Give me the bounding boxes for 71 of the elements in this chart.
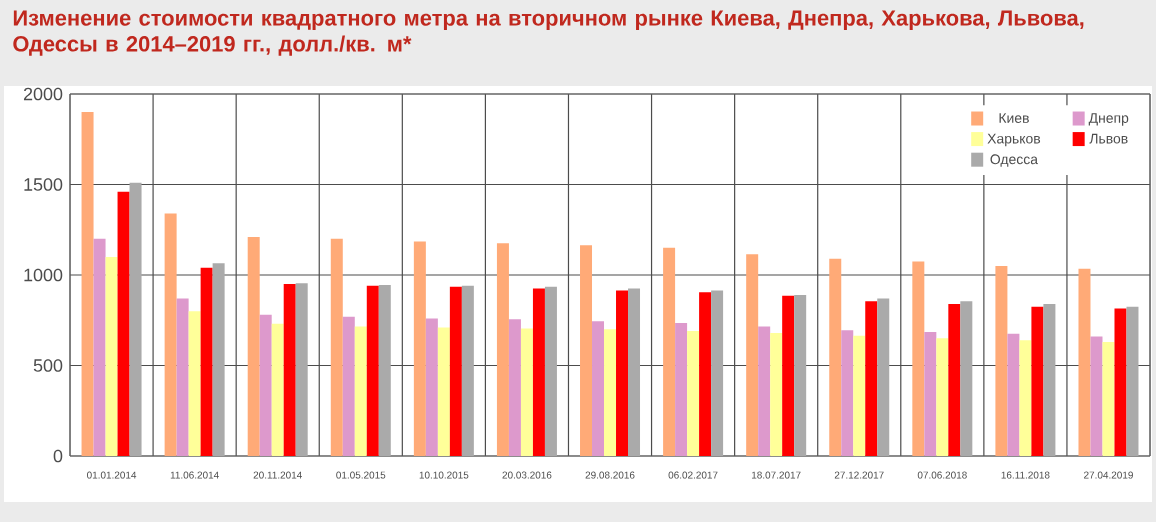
bar (853, 335, 866, 456)
bar (1114, 308, 1127, 456)
bar (105, 256, 118, 456)
bar (616, 290, 629, 456)
bar (93, 238, 106, 456)
bar (948, 303, 961, 456)
bar (283, 284, 296, 456)
bar (449, 286, 462, 456)
bar (592, 321, 605, 456)
bar (924, 332, 937, 456)
bar (117, 191, 130, 456)
bar (1090, 336, 1103, 456)
y-tick-label: 0 (53, 449, 63, 463)
bar (1102, 341, 1115, 456)
bar (496, 243, 509, 456)
bar (366, 285, 379, 456)
bar (532, 288, 545, 456)
bar (544, 286, 557, 456)
bar (746, 254, 759, 456)
bar (212, 263, 225, 456)
bar (580, 245, 593, 456)
y-tick-label: 1500 (24, 178, 63, 191)
bar (437, 327, 450, 456)
bar (295, 283, 308, 456)
y-tick-label: 2000 (23, 87, 63, 101)
bar (829, 258, 842, 456)
bar (330, 238, 343, 456)
bar (176, 298, 189, 456)
bar (200, 267, 213, 456)
bar (699, 292, 712, 456)
bar (259, 314, 272, 456)
chart-title: Изменение стоимости квадратного метра на вторичном рынке Киева, Днепра, Харькова, Львова, Одессы в 2014–2019 гг., долл./кв. м* (13, 10, 1084, 56)
bar (164, 213, 177, 456)
bar (995, 265, 1008, 456)
bar (271, 323, 284, 456)
bar (81, 112, 94, 456)
bar (687, 331, 700, 456)
bar (912, 261, 925, 456)
bar (877, 298, 890, 456)
bar (520, 328, 533, 456)
bar (960, 301, 973, 456)
bar (129, 182, 142, 456)
bar (508, 319, 521, 456)
y-tick-label: 1000 (24, 268, 63, 282)
bar (247, 236, 260, 456)
bar (1019, 340, 1032, 456)
bar (1043, 303, 1056, 456)
bar (1031, 306, 1044, 456)
bar (425, 318, 438, 456)
bar (758, 326, 771, 456)
bar (461, 285, 474, 456)
bar (1126, 306, 1139, 456)
bar (936, 338, 949, 456)
bar (188, 311, 201, 456)
y-tick-label: 500 (33, 359, 63, 372)
bar (711, 290, 724, 456)
bar (782, 295, 795, 456)
bar (378, 284, 391, 456)
bar (342, 316, 355, 456)
bar (354, 326, 367, 456)
bar (865, 301, 878, 456)
bar (1007, 333, 1020, 456)
bar (1078, 268, 1091, 456)
bar (413, 241, 426, 456)
bar (794, 294, 807, 456)
bar (628, 288, 641, 456)
bar (675, 322, 688, 456)
bar (841, 330, 854, 456)
bar (604, 329, 617, 456)
bar (770, 332, 783, 456)
bar (663, 247, 676, 456)
